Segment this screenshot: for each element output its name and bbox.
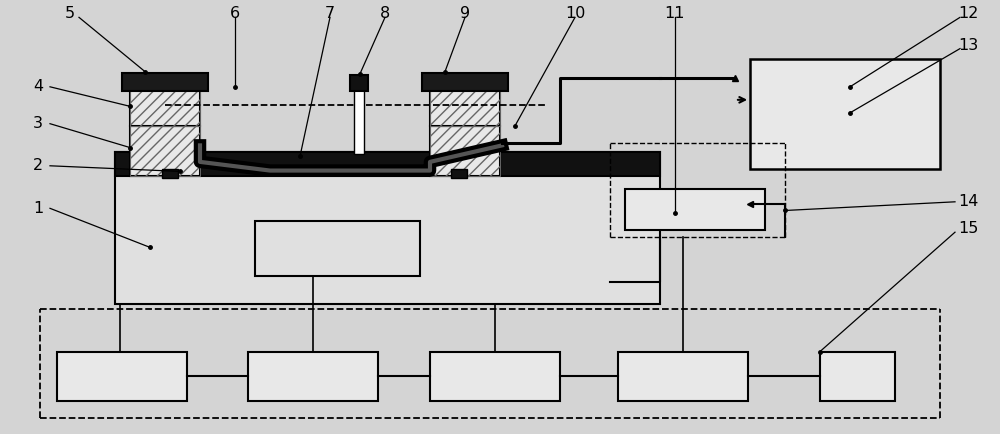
Bar bbox=[130, 85, 200, 126]
Bar bbox=[255, 221, 420, 276]
Text: 5: 5 bbox=[65, 7, 75, 21]
Bar bbox=[115, 152, 660, 304]
Bar bbox=[248, 352, 378, 401]
Bar bbox=[750, 59, 940, 169]
Text: 14: 14 bbox=[958, 194, 978, 209]
Text: 3: 3 bbox=[33, 116, 43, 131]
Text: 11: 11 bbox=[665, 7, 685, 21]
Text: 1: 1 bbox=[33, 201, 43, 216]
Text: 9: 9 bbox=[460, 7, 470, 21]
Bar bbox=[625, 189, 765, 230]
Text: 2: 2 bbox=[33, 158, 43, 173]
Bar bbox=[422, 73, 508, 91]
Bar bbox=[115, 152, 660, 176]
Bar bbox=[130, 126, 200, 176]
Bar bbox=[350, 75, 368, 91]
Text: 4: 4 bbox=[33, 79, 43, 94]
Bar bbox=[430, 352, 560, 401]
Bar bbox=[451, 169, 467, 178]
Bar bbox=[130, 126, 200, 176]
Bar bbox=[57, 352, 187, 401]
Text: 13: 13 bbox=[958, 38, 978, 53]
Text: 10: 10 bbox=[565, 7, 585, 21]
Text: 7: 7 bbox=[325, 7, 335, 21]
Bar bbox=[430, 126, 500, 176]
Text: 15: 15 bbox=[958, 221, 978, 236]
Bar bbox=[820, 352, 895, 401]
Text: 8: 8 bbox=[380, 7, 390, 21]
Bar bbox=[130, 85, 200, 126]
Bar bbox=[430, 85, 500, 126]
Bar bbox=[618, 352, 748, 401]
Bar bbox=[430, 126, 500, 176]
Bar bbox=[122, 73, 208, 91]
Bar bbox=[430, 85, 500, 126]
Text: 6: 6 bbox=[230, 7, 240, 21]
Text: 12: 12 bbox=[958, 7, 978, 21]
Bar bbox=[162, 169, 178, 178]
Bar bbox=[354, 89, 364, 154]
